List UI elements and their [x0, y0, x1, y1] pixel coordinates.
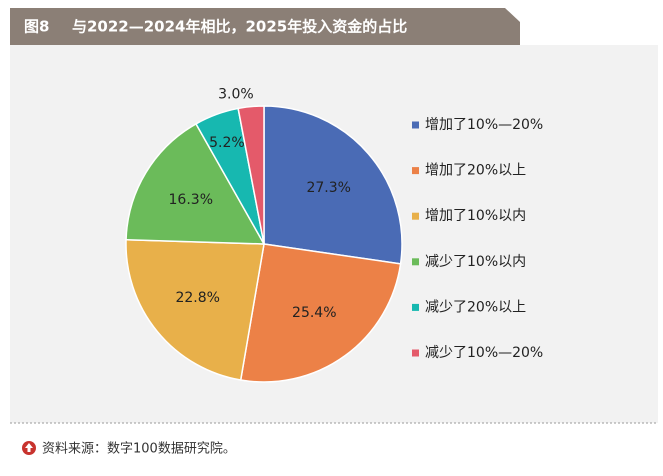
legend-label: 增加了20%以上	[425, 163, 526, 179]
legend-swatch	[412, 349, 419, 357]
legend-swatch	[412, 303, 419, 311]
legend-label: 增加了10%—20%	[425, 117, 543, 133]
source-icon-arrow	[25, 443, 33, 452]
legend-label: 减少了10%以内	[425, 254, 526, 270]
data-label: 16.3%	[169, 192, 213, 208]
title-bar	[10, 8, 520, 45]
pie-slice	[237, 105, 265, 245]
data-label: 25.4%	[292, 305, 336, 321]
data-label: 5.2%	[209, 135, 245, 151]
legend-label: 减少了10%—20%	[425, 345, 543, 361]
figure-label: 图8	[24, 18, 49, 36]
legend-label: 增加了10%以内	[425, 208, 526, 224]
pie-slice	[263, 105, 403, 265]
legend-swatch	[412, 167, 419, 175]
legend-swatch	[412, 258, 419, 266]
pie-slice	[239, 243, 402, 383]
data-label: 22.8%	[175, 290, 219, 306]
data-label: 3.0%	[218, 87, 254, 103]
source: 资料来源：数字100数据研究院。	[42, 442, 236, 457]
pie-slice	[125, 122, 266, 245]
legend-label: 减少了20%以上	[425, 299, 526, 315]
chart-title: 与2022—2024年相比，2025年投入资金的占比	[72, 18, 407, 36]
legend-swatch	[412, 212, 419, 220]
pie-slice	[125, 238, 265, 381]
data-label: 27.3%	[306, 180, 350, 196]
legend-swatch	[412, 121, 419, 129]
